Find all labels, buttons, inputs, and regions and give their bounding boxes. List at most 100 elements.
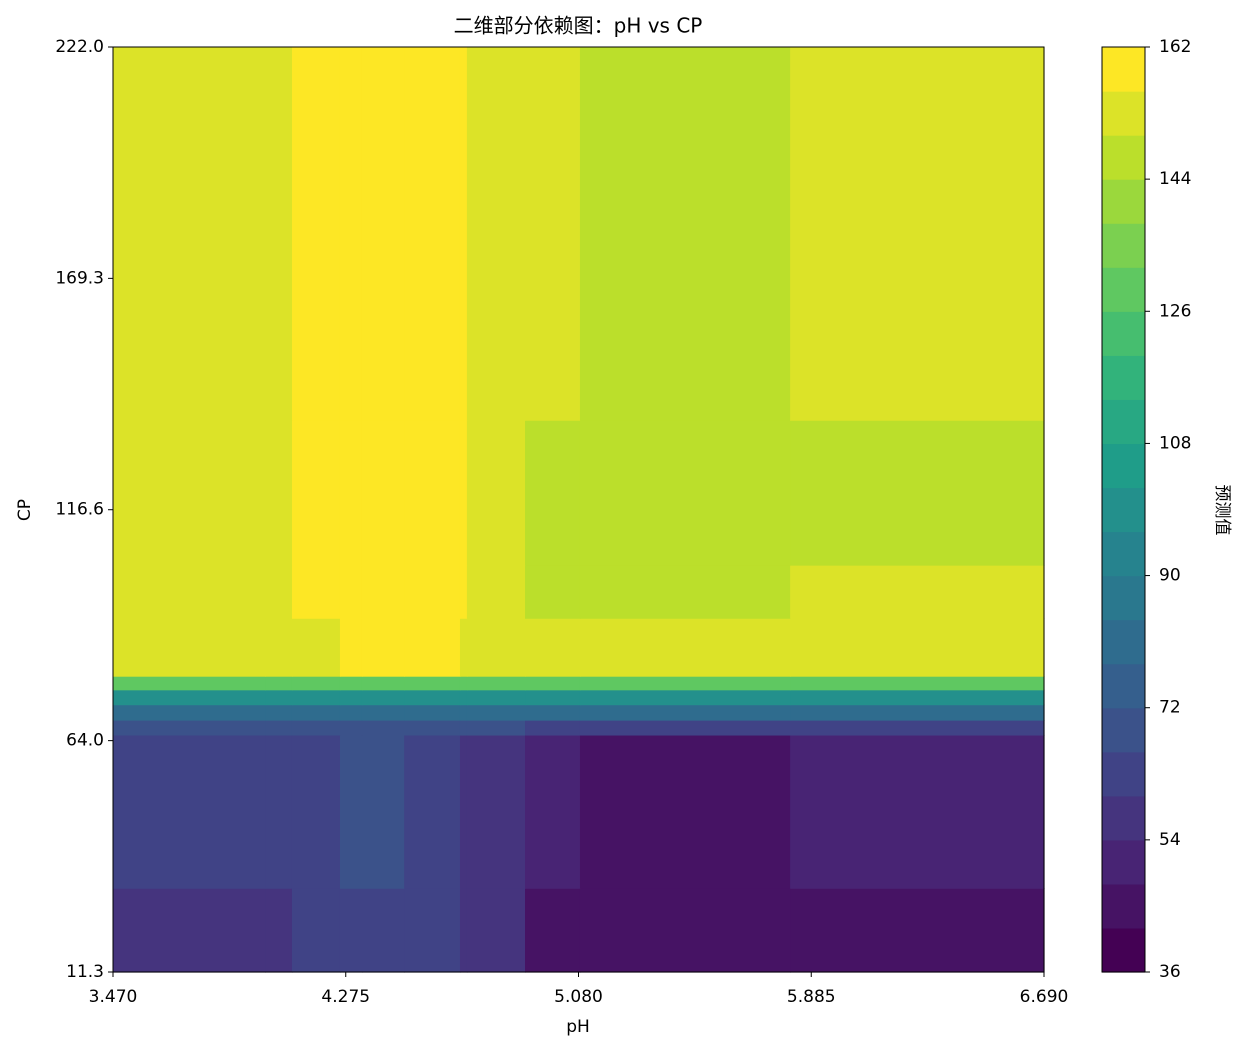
colorbar-tick-label: 144 [1159,169,1191,189]
contour-cell [466,888,526,973]
colorbar-band [1102,487,1145,533]
contour-cell [265,676,293,691]
contour-cell [291,689,341,706]
y-axis-label: CP [15,499,35,521]
y-tick-label: 116.6 [55,500,104,520]
contour-cell [404,704,461,721]
contour-cell [291,704,341,721]
colorbar-band [1102,179,1145,224]
colorbar-band [1102,47,1145,92]
contour-cell [404,689,461,706]
contour-cell [579,888,791,973]
contour-cell [291,888,341,973]
contour-cell [113,676,266,691]
contour-cell [361,565,405,619]
contour-cell [291,720,341,736]
chart-title: 二维部分依赖图：pH vs CP [454,14,703,38]
contour-cell [361,704,405,721]
colorbar-band [1102,839,1145,885]
colorbar-tick-label: 54 [1159,830,1181,850]
contour-cell [113,689,266,706]
contour-cell [579,676,791,691]
contour-cell [790,565,1045,619]
contour-cell [790,618,1045,677]
x-tick-label: 5.885 [787,987,836,1007]
contour-cell [579,565,791,619]
contour-cell [579,689,791,706]
contour-cell [525,720,581,736]
contour-cell [466,420,526,566]
contour-cell [525,689,581,706]
contour-cell [113,734,266,889]
contour-cell [339,734,363,889]
contour-cell [466,720,526,736]
contour-cell [459,734,468,889]
contour-cell [466,565,526,619]
contour-cell [265,888,293,973]
contour-cell [790,888,1045,973]
contour-cell [404,888,461,973]
colorbar-tick-label: 90 [1159,566,1181,586]
contour-cell [466,734,526,889]
contour-cell [459,704,468,721]
contour-cell [291,618,341,677]
contour-cell [404,676,461,691]
contour-cell [113,47,266,421]
contour-cell [265,720,293,736]
contour-cell [265,618,293,677]
x-tick-label: 3.470 [89,987,138,1007]
colorbar-band [1102,751,1145,797]
colorbar-band [1102,399,1145,445]
contour-cell [339,47,363,421]
colorbar-band [1102,795,1145,841]
contour-cell [404,720,461,736]
contour-cell [525,888,581,973]
colorbar-band [1102,707,1145,753]
colorbar-band [1102,927,1145,973]
contour-cell [790,720,1045,736]
contour-cell [113,565,266,619]
colorbar-frame [1101,46,1146,973]
contour-cell [525,47,581,421]
contour-cell [579,618,791,677]
colorbar-band [1102,135,1145,180]
y-tick-label: 11.3 [66,962,104,982]
contour-cell [361,734,405,889]
contour-cell [525,704,581,721]
contour-cell [339,420,363,566]
contour-cell [579,720,791,736]
contour-cell [265,47,293,421]
contour-cell [790,689,1045,706]
contour-cell [525,618,581,677]
contour-cell [525,420,581,566]
contour-cell [361,720,405,736]
contour-cell [113,720,266,736]
colorbar-band [1102,883,1145,929]
contour-cell [265,420,293,566]
contour-cell [339,676,363,691]
y-tick-label: 222.0 [55,37,104,57]
contour-cell [291,676,341,691]
contour-cell [790,47,1045,421]
contour-cell [525,565,581,619]
contour-cell [339,704,363,721]
contour-cell [579,47,791,421]
contour-cell [265,734,293,889]
contour-cell [790,704,1045,721]
contour-cell [404,47,461,421]
y-tick-label: 169.3 [55,268,104,288]
contour-cell [466,618,526,677]
x-axis-label: pH [566,1017,590,1037]
contour-cell [265,565,293,619]
x-tick-label: 5.080 [554,987,603,1007]
colorbar-label: 预测值 [1212,485,1232,536]
contour-cell [579,734,791,889]
contour-cell [291,565,341,619]
contour-cell [361,47,405,421]
contour-cell [790,420,1045,566]
contour-cell [113,888,266,973]
colorbar-tick-label: 162 [1159,37,1191,57]
x-tick-label: 4.275 [321,987,370,1007]
contour-cell [466,47,526,421]
contour-cell [265,704,293,721]
